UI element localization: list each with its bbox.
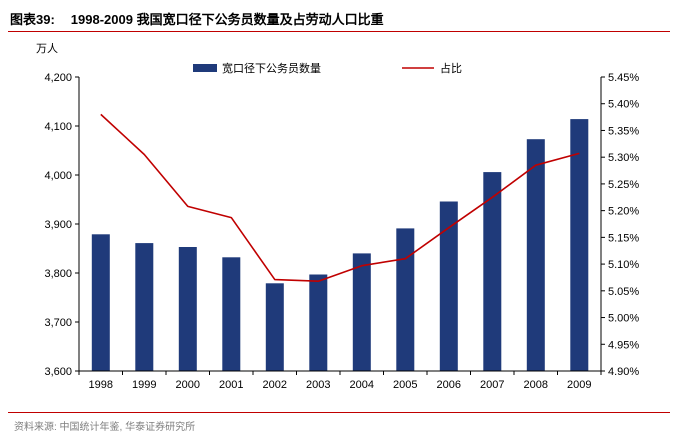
- axes: [79, 77, 601, 371]
- bar-2004: [353, 253, 371, 371]
- bar-2008: [527, 139, 545, 371]
- bar-1998: [92, 234, 110, 371]
- source-divider: [8, 412, 670, 413]
- left-tick-label: 3,700: [44, 317, 72, 329]
- right-tick-label: 5.05%: [608, 286, 639, 298]
- legend-bar-label: 宽口径下公务员数量: [222, 61, 321, 75]
- right-tick-label: 5.20%: [608, 206, 639, 218]
- right-axis-ticks: 4.90% 4.95% 5.00% 5.05% 5.10% 5.15% 5.20% 5.25%…: [601, 72, 639, 378]
- bar-series: [92, 119, 589, 371]
- right-tick-label: 5.10%: [608, 259, 639, 271]
- bar-2001: [222, 257, 240, 371]
- bar-2002: [266, 283, 284, 371]
- right-tick-label: 4.95%: [608, 339, 639, 351]
- x-tick-label-2002: 2002: [263, 379, 287, 391]
- right-tick-label: 5.15%: [608, 232, 639, 244]
- x-tick-label-2007: 2007: [480, 379, 504, 391]
- left-tick-label: 4,200: [44, 72, 72, 84]
- right-tick-label: 5.25%: [608, 179, 639, 191]
- bar-2005: [396, 228, 414, 371]
- x-tick-label-1998: 1998: [89, 379, 113, 391]
- left-tick-label: 3,800: [44, 268, 72, 280]
- bar-1999: [135, 243, 153, 371]
- right-tick-label: 4.90%: [608, 366, 639, 378]
- right-tick-label: 5.40%: [608, 99, 639, 111]
- share-line: [101, 114, 580, 281]
- x-tick-label-2006: 2006: [437, 379, 461, 391]
- legend-bar-swatch: [193, 64, 217, 72]
- x-tick-label-2005: 2005: [393, 379, 417, 391]
- bar-2000: [179, 247, 197, 371]
- x-tick-label-2001: 2001: [219, 379, 243, 391]
- x-axis-labels: 1998 1999 2000 2001 2002 2003 2004 2005 2006 2007…: [79, 371, 601, 391]
- legend-line-label: 占比: [440, 61, 462, 75]
- right-tick-label: 5.30%: [608, 152, 639, 164]
- left-axis-ticks: 3,600 3,700 3,800 3,900 4,000 4,100 4,200: [44, 72, 79, 378]
- left-tick-label: 4,000: [44, 170, 72, 182]
- x-tick-label-2008: 2008: [524, 379, 548, 391]
- x-tick-label-2004: 2004: [350, 379, 374, 391]
- left-tick-label: 3,600: [44, 366, 72, 378]
- left-tick-label: 3,900: [44, 219, 72, 231]
- bar-2003: [309, 275, 327, 372]
- bar-2009: [570, 119, 588, 371]
- legend: 宽口径下公务员数量 占比: [193, 61, 462, 75]
- right-tick-label: 5.00%: [608, 313, 639, 325]
- x-tick-label-2009: 2009: [567, 379, 591, 391]
- x-tick-label-1999: 1999: [132, 379, 156, 391]
- left-tick-label: 4,100: [44, 121, 72, 133]
- y-axis-unit-label: 万人: [36, 42, 58, 55]
- line-series: [101, 114, 580, 281]
- right-tick-label: 5.35%: [608, 125, 639, 137]
- x-tick-label-2003: 2003: [306, 379, 330, 391]
- x-tick-label-2000: 2000: [176, 379, 200, 391]
- right-tick-label: 5.45%: [608, 72, 639, 84]
